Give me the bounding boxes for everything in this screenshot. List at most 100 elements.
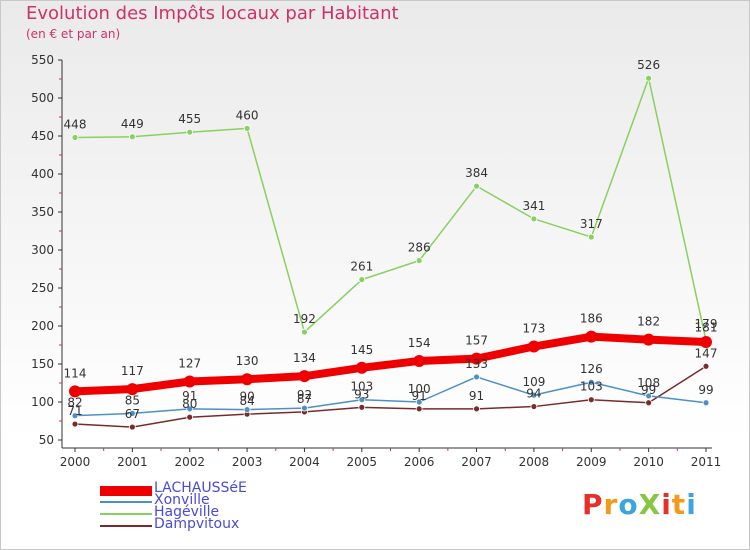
data-label-hageville: 455 <box>178 112 201 126</box>
data-label-xonville: 92 <box>297 388 312 402</box>
data-point-dampvitoux <box>186 413 194 421</box>
data-label-hageville: 449 <box>121 117 144 131</box>
data-label-hageville: 341 <box>522 199 545 213</box>
data-label-dampvitoux: 94 <box>526 387 541 401</box>
logo-letter: o <box>618 488 639 521</box>
data-point-dampvitoux <box>587 396 595 404</box>
series-lines <box>69 74 712 431</box>
data-point-lachaussee <box>241 373 254 386</box>
legend-swatch-lachaussee <box>100 486 152 496</box>
data-label-lachaussee: 145 <box>350 343 373 357</box>
data-point-dampvitoux <box>530 403 538 410</box>
chart-subtitle: (en € et par an) <box>26 27 121 41</box>
x-tick-label: 2002 <box>174 455 205 469</box>
data-labels: 114 117 127 130 134 145 154 157 173 186 182 179 82 85… <box>64 58 718 421</box>
data-label-lachaussee: 179 <box>695 317 718 331</box>
data-label-xonville: 99 <box>698 383 713 397</box>
data-point-dampvitoux <box>128 423 136 431</box>
data-label-hageville: 384 <box>465 166 488 180</box>
data-label-hageville: 317 <box>580 217 603 231</box>
data-point-dampvitoux <box>473 405 480 413</box>
series-line-xonville <box>74 376 707 417</box>
series-line-lachaussee <box>71 332 710 396</box>
data-point-xonville <box>301 404 308 412</box>
data-point-hageville <box>186 128 194 136</box>
data-label-xonville: 109 <box>522 375 545 389</box>
legend-label-hageville: Hagéville <box>154 504 220 520</box>
logo-letter: i <box>686 488 697 521</box>
legend-label-lachaussee: LACHAUSSéE <box>154 480 247 496</box>
logo-letter: X <box>638 488 662 521</box>
data-label-hageville: 192 <box>293 312 316 326</box>
logo-letter: r <box>603 488 619 521</box>
data-point-dampvitoux <box>415 405 423 413</box>
data-point-hageville <box>243 124 251 132</box>
y-tick-label: 100 <box>31 395 54 409</box>
x-tick-label: 2005 <box>347 455 378 469</box>
data-point-xonville <box>645 392 653 400</box>
data-label-xonville: 126 <box>580 362 603 376</box>
data-label-lachaussee: 157 <box>465 334 488 348</box>
data-point-lachaussee <box>642 333 655 346</box>
data-label-dampvitoux: 87 <box>297 392 312 406</box>
data-label-dampvitoux: 84 <box>239 394 254 408</box>
data-label-dampvitoux: 80 <box>182 397 197 411</box>
data-label-hageville: 181 <box>695 320 718 334</box>
data-label-hageville: 286 <box>408 241 431 255</box>
data-label-xonville: 100 <box>408 382 431 396</box>
data-label-dampvitoux: 103 <box>580 380 603 394</box>
legend-swatch-xonville <box>100 501 152 503</box>
data-label-dampvitoux: 91 <box>412 389 427 403</box>
y-tick-label: 150 <box>31 357 54 371</box>
y-tick-label: 500 <box>31 91 54 105</box>
data-point-lachaussee <box>413 354 426 367</box>
x-tick-label: 2011 <box>691 455 722 469</box>
data-point-xonville <box>587 378 595 386</box>
data-label-xonville: 133 <box>465 357 488 371</box>
data-point-xonville <box>243 406 251 414</box>
data-label-lachaussee: 130 <box>236 354 259 368</box>
y-tick-label: 350 <box>31 205 54 219</box>
data-label-xonville: 82 <box>67 396 82 410</box>
data-point-xonville <box>186 405 194 413</box>
data-point-lachaussee <box>585 330 598 343</box>
data-label-lachaussee: 154 <box>408 336 431 350</box>
data-point-xonville <box>530 391 538 399</box>
data-label-lachaussee: 182 <box>637 315 660 329</box>
data-label-xonville: 85 <box>125 393 140 407</box>
y-tick-label: 300 <box>31 243 54 257</box>
data-label-lachaussee: 117 <box>121 364 144 378</box>
series-line-dampvitoux <box>74 365 707 428</box>
data-point-xonville <box>71 412 79 420</box>
data-point-hageville <box>128 133 136 141</box>
data-label-lachaussee: 114 <box>64 366 87 380</box>
data-point-lachaussee <box>355 361 368 374</box>
data-label-lachaussee: 134 <box>293 351 316 365</box>
y-tick-label: 50 <box>39 433 54 447</box>
data-point-xonville <box>415 398 423 406</box>
data-label-xonville: 91 <box>182 389 197 403</box>
x-tick-label: 2009 <box>576 455 607 469</box>
data-point-hageville <box>645 74 653 82</box>
data-label-dampvitoux: 99 <box>641 383 656 397</box>
data-label-dampvitoux: 67 <box>125 407 140 421</box>
data-point-dampvitoux <box>645 399 653 407</box>
y-tick-label: 450 <box>31 129 54 143</box>
data-point-hageville <box>530 215 538 223</box>
data-point-lachaussee <box>126 383 139 396</box>
proxiti-logo: ProXiti <box>582 488 697 521</box>
data-label-xonville: 108 <box>637 376 660 390</box>
x-tick-label: 2003 <box>232 455 263 469</box>
legend-swatch-hageville <box>100 513 152 515</box>
data-point-xonville <box>128 409 136 417</box>
data-label-lachaussee: 173 <box>522 322 545 336</box>
legend-swatch-dampvitoux <box>100 525 152 527</box>
data-point-hageville <box>301 328 308 336</box>
data-label-dampvitoux: 91 <box>469 389 484 403</box>
data-label-xonville: 103 <box>350 380 373 394</box>
x-tick-label: 2006 <box>404 455 435 469</box>
data-point-xonville <box>473 373 480 381</box>
data-label-hageville: 448 <box>64 118 87 132</box>
data-point-lachaussee <box>183 375 196 388</box>
